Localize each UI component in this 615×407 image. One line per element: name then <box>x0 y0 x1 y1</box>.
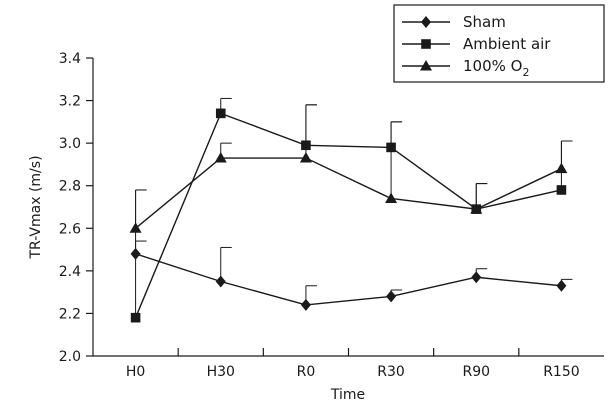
ambient-air-point <box>301 140 311 151</box>
y-axis-ticks: 2.0 2.2 2.4 2.6 2.8 3.0 3.2 3.4 <box>59 51 93 365</box>
y-tick-label: 2.2 <box>59 306 81 322</box>
plot-area: 2.0 2.2 2.4 2.6 2.8 3.0 3.2 3.4 H0 H30 R0 R30 R90 R1… <box>59 51 604 380</box>
x-tick-label: H30 <box>207 364 235 380</box>
x-tick-label: R0 <box>297 364 316 380</box>
x-tick-label: R90 <box>462 364 490 380</box>
y-tick-label: 3.2 <box>59 94 81 110</box>
x-tick-label: R30 <box>377 364 405 380</box>
sham-point <box>300 298 311 311</box>
y-tick-label: 3.4 <box>59 51 81 67</box>
sham-point <box>471 271 482 284</box>
sham-point <box>130 247 141 260</box>
sham-line <box>135 253 562 306</box>
100-o-point <box>299 152 312 163</box>
ambient-air-point <box>215 108 226 119</box>
y-tick-label: 2.4 <box>59 264 81 280</box>
y-tick-label: 3.0 <box>59 136 81 152</box>
sham-point <box>556 279 567 292</box>
100-o-point <box>385 192 398 203</box>
legend-100-o-marker <box>420 60 432 71</box>
100-o-line <box>135 157 562 229</box>
100-o-point <box>555 162 568 174</box>
ambient-air-point <box>556 185 567 195</box>
legend-100-o-label: 100% O2 <box>463 57 529 79</box>
legend-sham-label: Sham <box>463 13 506 31</box>
ambient-air-point <box>386 142 396 153</box>
legend-items: Sham Ambient air 100% O2 <box>402 13 551 79</box>
sham-point <box>386 290 397 303</box>
y-tick-label: 2.0 <box>59 349 81 365</box>
x-tick-label: R150 <box>543 364 579 380</box>
legend-ambient-air-marker <box>421 39 431 49</box>
ambient-air-line <box>134 112 562 318</box>
100-o-point <box>470 203 483 214</box>
y-tick-label: 2.6 <box>59 221 81 237</box>
legend: Sham Ambient air 100% O2 <box>393 4 605 83</box>
error-bars <box>135 97 573 318</box>
100-o-point <box>214 152 227 163</box>
x-axis-label: Time <box>330 387 365 403</box>
ambient-air-point <box>130 312 141 323</box>
x-tick-label: H0 <box>126 364 145 380</box>
100-o-point <box>129 222 142 233</box>
sham-point <box>215 275 226 288</box>
legend-sham-marker <box>421 16 431 28</box>
series-markers <box>129 108 568 323</box>
legend-ambient-air-label: Ambient air <box>463 35 551 53</box>
y-axis-label: TR-Vmax (m/s) <box>28 155 44 259</box>
y-tick-label: 2.8 <box>59 179 81 195</box>
x-axis-ticks: H0 H30 R0 R30 R90 R150 <box>126 348 580 380</box>
series-lines <box>134 112 562 318</box>
